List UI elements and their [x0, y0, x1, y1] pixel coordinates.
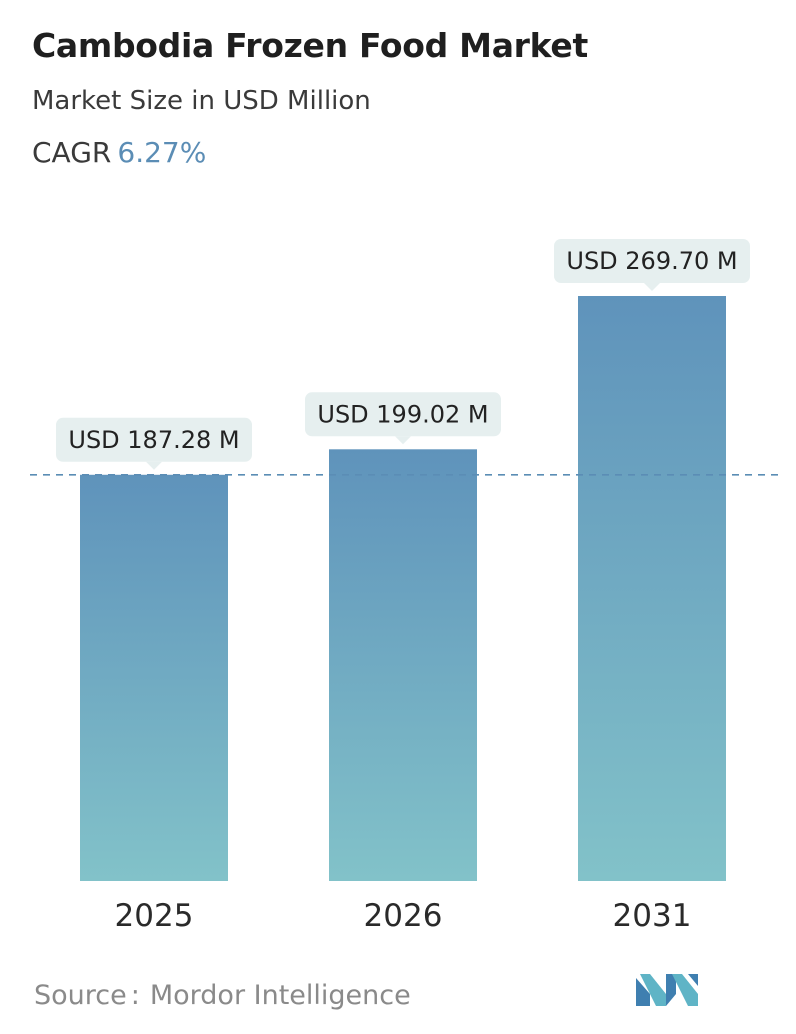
data-label-2026: USD 199.02 M [317, 400, 488, 428]
x-tick-label-2026: 2026 [364, 898, 443, 934]
source-label: Source [34, 980, 127, 1011]
cagr-value: 6.27% [117, 136, 207, 169]
cagr-label: CAGR [32, 136, 112, 169]
data-label-callout-2025: USD 187.28 M [56, 417, 252, 470]
x-tick-label-2031: 2031 [613, 898, 692, 934]
source-separator: : [130, 980, 140, 1011]
source-name: Mordor Intelligence [149, 980, 411, 1011]
bar-chart: USD 187.28 M USD 199.02 M USD 269.70 M 2025… [30, 239, 782, 934]
mordor-intelligence-logo-icon [636, 974, 698, 1006]
x-tick-label-2025: 2025 [115, 898, 194, 934]
cagr-line: CAGR 6.27% [32, 136, 206, 169]
bar-2031 [578, 296, 726, 881]
data-label-callout-2026: USD 199.02 M [305, 392, 501, 445]
bar-2026 [329, 449, 477, 881]
source-line: Source: Mordor Intelligence [34, 980, 411, 1011]
chart-title: Cambodia Frozen Food Market [32, 26, 588, 65]
data-label-2025: USD 187.28 M [68, 426, 239, 454]
chart-subtitle: Market Size in USD Million [32, 86, 371, 116]
bar-2025 [80, 474, 228, 881]
data-label-2031: USD 269.70 M [566, 247, 737, 275]
data-label-callout-2031: USD 269.70 M [554, 239, 750, 291]
